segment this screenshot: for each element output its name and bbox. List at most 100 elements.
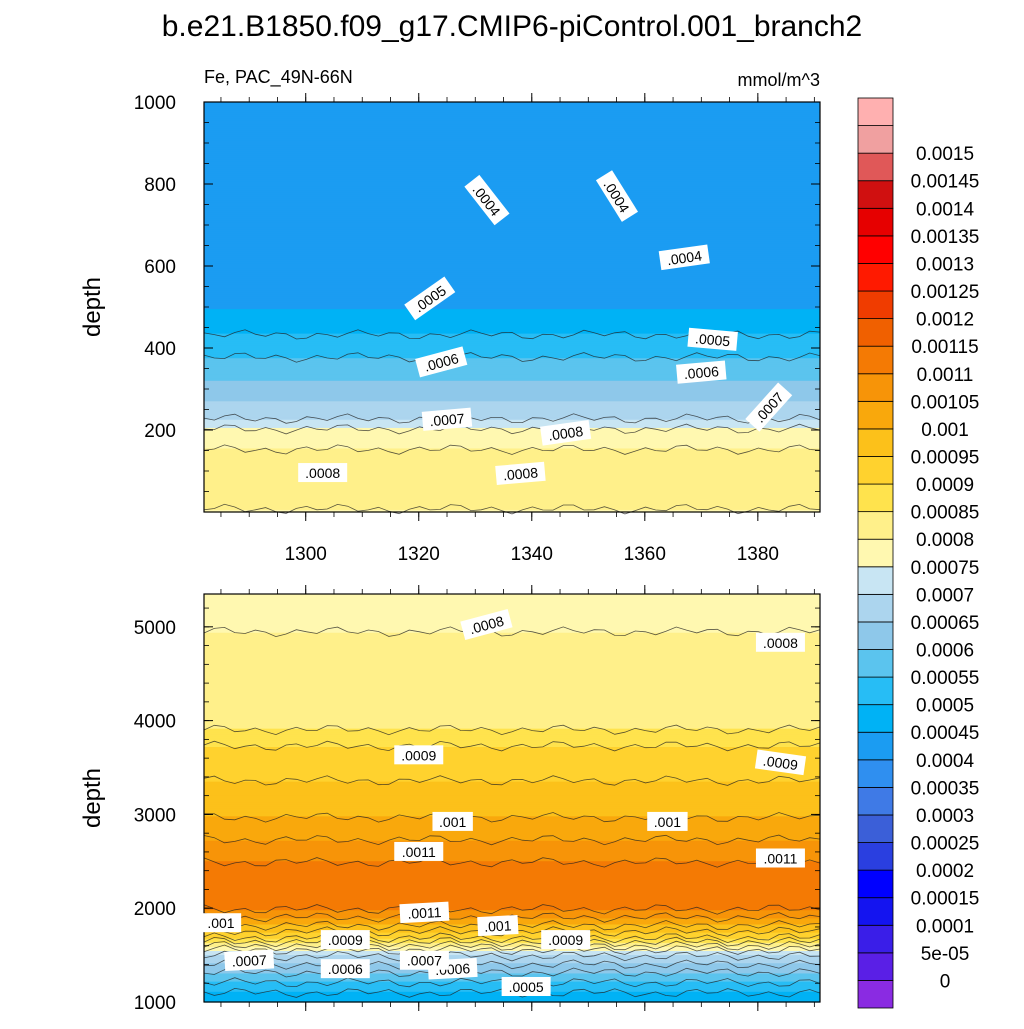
field-band bbox=[204, 877, 820, 881]
field-band bbox=[204, 202, 820, 206]
field-band bbox=[204, 802, 820, 805]
field-band bbox=[204, 965, 820, 968]
contour-line bbox=[203, 413, 821, 424]
colorbar-label: 0.0001 bbox=[916, 916, 974, 937]
field-band bbox=[204, 360, 820, 363]
field-band bbox=[204, 826, 820, 830]
field-band bbox=[204, 767, 820, 771]
plot-frame bbox=[203, 593, 821, 1003]
contour-label-text: .0006 bbox=[328, 961, 363, 977]
field-band bbox=[204, 243, 820, 247]
field-band bbox=[204, 288, 820, 292]
colorbar-swatch bbox=[857, 97, 894, 126]
field-band bbox=[204, 181, 820, 185]
contour-line bbox=[203, 857, 821, 868]
contour-label-box bbox=[676, 360, 727, 384]
contour-label: .0007 bbox=[224, 949, 275, 972]
field-band bbox=[204, 507, 820, 511]
colorbar-label: 0.0006 bbox=[916, 641, 974, 662]
field-band bbox=[204, 855, 820, 858]
contour-label-text: .0011 bbox=[763, 850, 797, 866]
field-band bbox=[204, 122, 820, 126]
field-band bbox=[204, 372, 820, 376]
field-band bbox=[204, 871, 820, 875]
colorbar-label: 0.00095 bbox=[911, 447, 980, 468]
field-band bbox=[204, 653, 820, 656]
field-band bbox=[204, 235, 820, 238]
field-band bbox=[204, 957, 820, 960]
field-band bbox=[204, 751, 820, 754]
field-band bbox=[204, 651, 820, 654]
contour-line bbox=[203, 834, 821, 846]
field-band bbox=[204, 683, 820, 687]
field-band bbox=[204, 460, 820, 464]
contour-label-box bbox=[421, 407, 473, 431]
field-band bbox=[204, 808, 820, 811]
field-band bbox=[204, 165, 820, 169]
contour-label: .0006 bbox=[320, 959, 370, 979]
field-band bbox=[204, 675, 820, 679]
field-band bbox=[204, 249, 820, 253]
field-band bbox=[204, 261, 820, 265]
contour-label: .0005 bbox=[687, 327, 738, 351]
colorbar-swatch bbox=[857, 980, 894, 1009]
field-band bbox=[204, 495, 820, 499]
field-band bbox=[204, 622, 820, 626]
contour-label-box bbox=[200, 913, 242, 933]
field-band bbox=[204, 134, 820, 138]
contour-line bbox=[203, 503, 821, 515]
contour-label-box bbox=[399, 950, 449, 970]
colorbar-swatch bbox=[857, 897, 894, 926]
contour-label-box bbox=[320, 930, 370, 950]
colorbar-swatch bbox=[857, 952, 894, 981]
field-band bbox=[204, 887, 820, 891]
field-band bbox=[204, 628, 820, 632]
field-band bbox=[204, 902, 820, 905]
field-band bbox=[204, 173, 820, 177]
colorbar-swatch bbox=[857, 428, 894, 457]
field-band bbox=[204, 255, 820, 259]
contour-label-text: .0007 bbox=[429, 410, 466, 429]
field-band bbox=[204, 286, 820, 290]
field-band bbox=[204, 311, 820, 314]
x-tick-label: 1320 bbox=[398, 544, 440, 565]
field-band bbox=[204, 399, 820, 402]
colorbar-swatch bbox=[857, 538, 894, 568]
field-band bbox=[204, 793, 820, 797]
field-band bbox=[204, 657, 820, 660]
field-band bbox=[204, 450, 820, 454]
field-band bbox=[204, 904, 820, 907]
field-band bbox=[204, 409, 820, 413]
field-band bbox=[204, 661, 820, 664]
field-band bbox=[204, 702, 820, 705]
field-band bbox=[204, 885, 820, 889]
colorbar-label: 0.00015 bbox=[911, 889, 980, 910]
y-tick-label: 1000 bbox=[134, 993, 176, 1014]
contour-line bbox=[203, 940, 821, 952]
field-band bbox=[204, 718, 820, 722]
field-band bbox=[204, 859, 820, 862]
field-band bbox=[204, 975, 820, 979]
field-band bbox=[204, 763, 820, 766]
colorbar-label: 0.0008 bbox=[916, 530, 974, 551]
field-band bbox=[204, 220, 820, 224]
field-band bbox=[204, 900, 820, 903]
field-band bbox=[204, 649, 820, 652]
x-tick-label: 1380 bbox=[737, 544, 779, 565]
contour-line bbox=[203, 740, 821, 752]
contour-label: .0006 bbox=[415, 346, 468, 378]
colorbar-swatch bbox=[857, 731, 894, 761]
contour-label: .0007 bbox=[421, 407, 473, 431]
colorbar-swatch bbox=[857, 456, 894, 485]
field-band bbox=[204, 214, 820, 218]
field-band bbox=[204, 184, 820, 187]
field-band bbox=[204, 292, 820, 296]
field-band bbox=[204, 401, 820, 404]
field-band bbox=[204, 973, 820, 977]
y-tick-label: 800 bbox=[144, 175, 176, 196]
field-band bbox=[204, 812, 820, 815]
colorbar-swatch bbox=[857, 676, 894, 706]
field-band bbox=[204, 126, 820, 130]
field-band bbox=[204, 824, 820, 828]
field-band bbox=[204, 908, 820, 911]
